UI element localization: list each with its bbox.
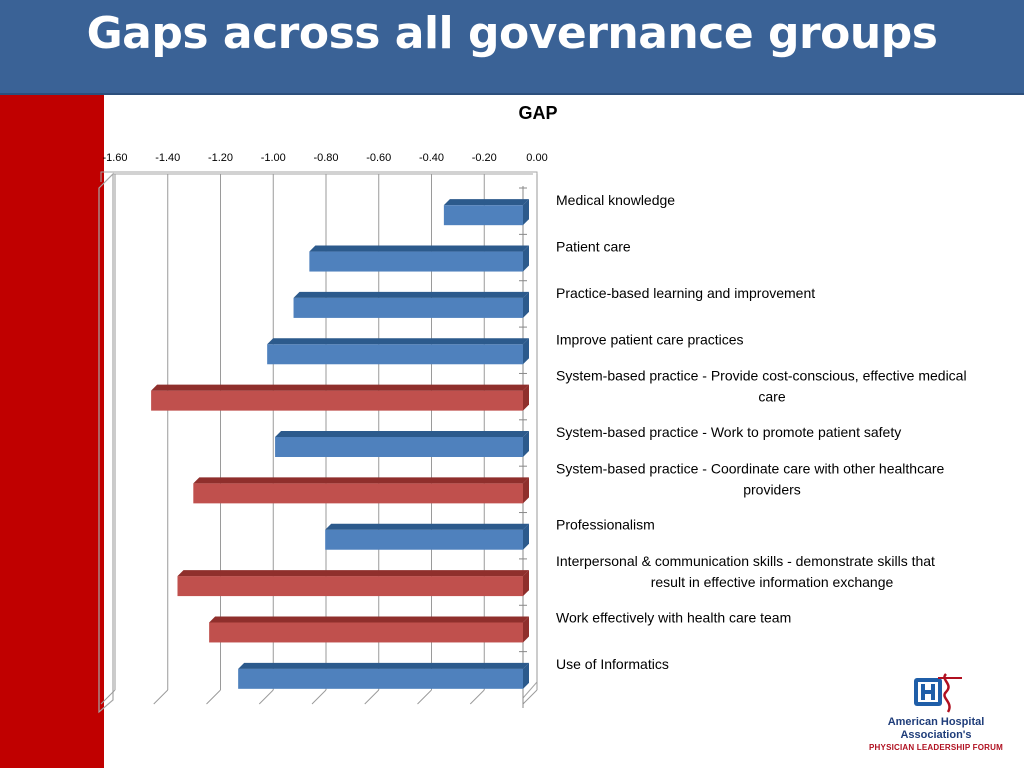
category-label: care	[758, 389, 785, 405]
gridline-floor	[417, 689, 432, 705]
slide-title: Gaps across all governance groups	[86, 8, 938, 59]
bar-end-face	[523, 245, 529, 272]
bar-end-face	[523, 338, 529, 365]
bar-top-face	[238, 662, 529, 669]
gridline-floor	[469, 689, 485, 705]
logo-text-line3: PHYSICIAN LEADERSHIP FORUM	[869, 743, 1003, 752]
hospital-h-caduceus-icon	[914, 673, 962, 713]
x-tick-label: -0.20	[472, 152, 497, 164]
bar	[193, 483, 523, 504]
bar	[293, 297, 523, 318]
gridline-floor	[206, 689, 221, 705]
gridline-floor	[153, 689, 169, 705]
gridline-floor	[100, 689, 116, 705]
bar-end-face	[523, 291, 529, 318]
x-tick-label: -1.00	[261, 152, 286, 164]
category-label: Use of Informatics	[556, 656, 669, 672]
bar	[151, 390, 524, 411]
aha-logo: American Hospital Association's PHYSICIA…	[866, 672, 1006, 758]
category-label: Patient care	[556, 239, 631, 255]
x-tick-label: -1.40	[155, 152, 180, 164]
x-tick-label: -0.80	[313, 152, 338, 164]
bar	[209, 622, 523, 643]
chart-title: GAP	[518, 103, 557, 123]
bar	[325, 529, 523, 550]
gridline-floor	[522, 689, 538, 705]
logo-text-line1: American Hospital	[887, 716, 985, 728]
bar	[267, 344, 523, 365]
bar-top-face	[177, 570, 530, 577]
category-label: System-based practice - Coordinate care …	[556, 460, 945, 476]
bar-top-face	[267, 338, 529, 345]
category-label: result in effective information exchange	[651, 574, 894, 590]
bar-top-face	[309, 245, 529, 252]
x-tick-label: -1.60	[102, 152, 127, 164]
bar-end-face	[523, 662, 529, 689]
gridline-floor	[364, 689, 380, 705]
bar	[309, 251, 523, 272]
x-tick-label: -1.20	[208, 152, 233, 164]
category-label: Medical knowledge	[556, 192, 675, 208]
bar	[275, 437, 523, 457]
category-label: providers	[743, 481, 801, 497]
x-tick-label: -0.40	[419, 152, 444, 164]
title-bar: Gaps across all governance groups	[0, 0, 1024, 95]
bar-end-face	[523, 616, 529, 643]
bar-end-face	[523, 523, 529, 550]
category-label: Interpersonal & communication skills - d…	[556, 553, 935, 569]
category-label: System-based practice - Provide cost-con…	[556, 368, 967, 384]
chart-wall-outline	[100, 171, 538, 699]
bar-top-face	[209, 616, 529, 623]
gridline-floor	[258, 689, 274, 705]
bar-top-face	[293, 291, 529, 298]
bar-top-face	[325, 523, 529, 530]
category-label: Work effectively with health care team	[556, 609, 791, 625]
x-tick-label: -0.60	[366, 152, 391, 164]
bar-top-face	[275, 431, 529, 437]
category-label: Improve patient care practices	[556, 331, 744, 347]
gridline-floor	[311, 689, 327, 705]
category-label: System-based practice - Work to promote …	[556, 424, 901, 440]
category-label: Professionalism	[556, 517, 655, 533]
red-side-bar	[0, 95, 104, 768]
bar-top-face	[151, 384, 530, 391]
bar-end-face	[523, 570, 529, 597]
bar	[443, 205, 523, 226]
bar	[238, 668, 523, 689]
bar-end-face	[523, 199, 529, 226]
bar-end-face	[523, 431, 529, 457]
bar-end-face	[523, 384, 529, 411]
bar-top-face	[193, 477, 529, 484]
logo-text-line2: Association's	[900, 729, 972, 741]
category-label: Practice-based learning and improvement	[556, 285, 815, 301]
bar	[177, 576, 524, 597]
chart-side-wall	[98, 172, 114, 714]
x-tick-label: 0.00	[526, 152, 547, 164]
bar-top-face	[443, 199, 529, 206]
bar-end-face	[523, 477, 529, 504]
